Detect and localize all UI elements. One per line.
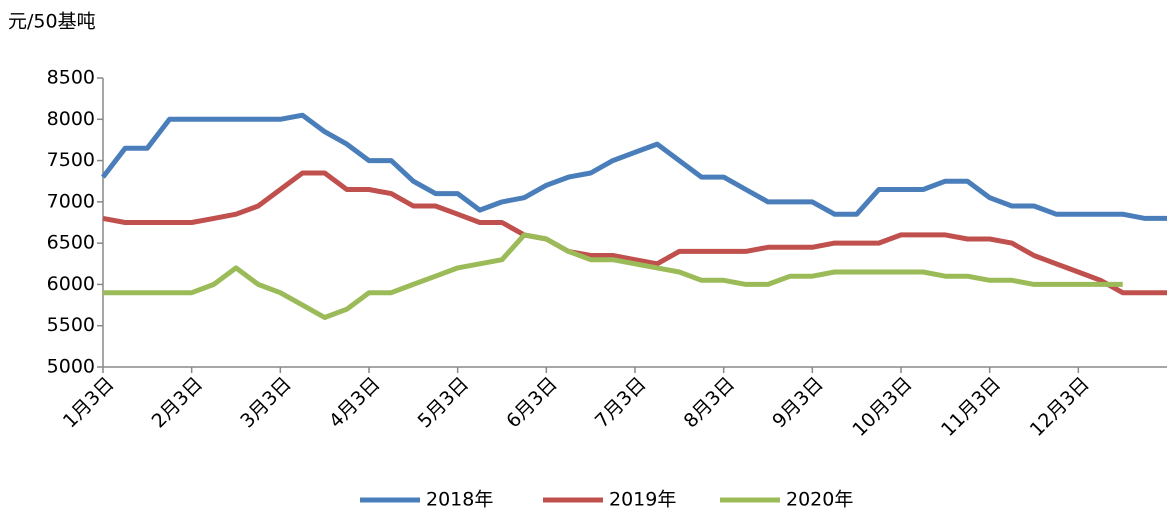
y-tick-label: 5000 bbox=[47, 356, 95, 378]
y-tick-label: 5500 bbox=[47, 314, 95, 336]
series-line bbox=[103, 232, 1123, 320]
x-tick-label: 6月3日 bbox=[502, 373, 562, 433]
legend-label: 2018年 bbox=[426, 489, 493, 511]
x-tick-label: 4月3日 bbox=[325, 373, 385, 433]
series-line bbox=[101, 112, 1167, 221]
legend-label: 2020年 bbox=[786, 489, 853, 511]
y-tick-label: 6500 bbox=[47, 232, 95, 254]
legend-label: 2019年 bbox=[609, 489, 676, 511]
y-tick-label: 7000 bbox=[47, 190, 95, 212]
x-tick-label: 2月3日 bbox=[148, 373, 208, 433]
x-tick-label: 5月3日 bbox=[414, 373, 474, 433]
x-tick-label: 11月3日 bbox=[937, 373, 1005, 441]
x-tick-label: 3月3日 bbox=[236, 373, 296, 433]
x-tick-label: 10月3日 bbox=[848, 373, 916, 441]
y-tick-label: 7500 bbox=[47, 149, 95, 171]
y-tick-label: 8000 bbox=[47, 108, 95, 130]
y-tick-label: 6000 bbox=[47, 273, 95, 295]
x-tick-label: 12月3日 bbox=[1026, 373, 1094, 441]
y-axis-label: 元/50基吨 bbox=[8, 11, 96, 33]
x-tick-label: 7月3日 bbox=[591, 373, 651, 433]
x-tick-label: 9月3日 bbox=[768, 373, 828, 433]
x-tick-label: 1月3日 bbox=[59, 373, 119, 433]
y-tick-label: 8500 bbox=[47, 67, 95, 89]
x-tick-label: 8月3日 bbox=[680, 373, 740, 433]
series-line bbox=[102, 170, 1167, 296]
